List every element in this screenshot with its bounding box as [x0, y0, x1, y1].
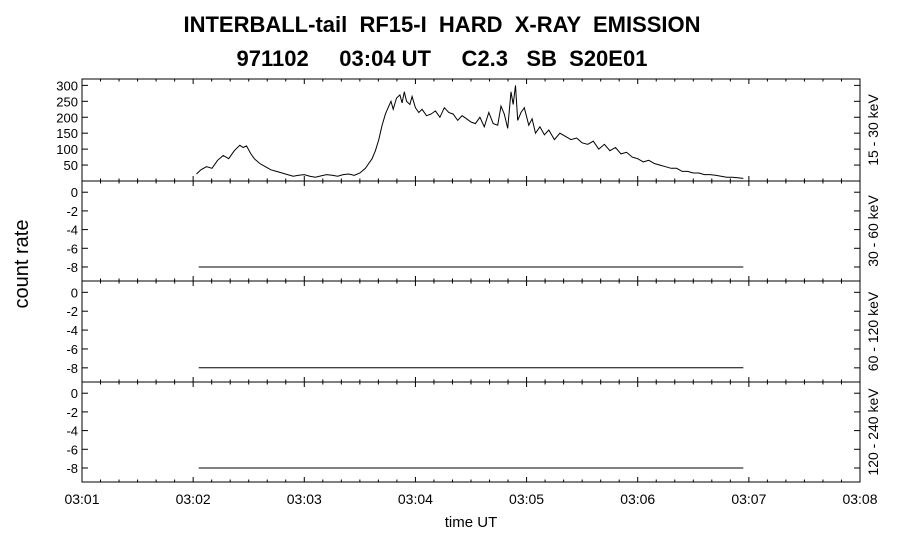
panel-energy-label: 60 - 120 keV: [865, 291, 881, 371]
y-tick-label: 300: [56, 78, 78, 93]
y-tick-label: -8: [66, 361, 78, 376]
y-tick-label: -4: [66, 323, 78, 338]
panel-frame: [81, 78, 861, 182]
panel-frame: [81, 381, 861, 483]
y-tick-label: 150: [56, 126, 78, 141]
panel-energy-label: 15 - 30 keV: [865, 94, 881, 166]
y-tick-label: 100: [56, 142, 78, 157]
x-axis-label: time UT: [445, 514, 498, 531]
y-tick-label: -4: [66, 223, 78, 238]
y-tick-label: -8: [66, 461, 78, 476]
y-tick-label: 0: [71, 185, 78, 200]
x-tick-label: 03:08: [842, 491, 877, 507]
chart-title: INTERBALL-tail RF15-I HARD X-RAY EMISSIO…: [183, 12, 701, 37]
y-tick-label: -6: [66, 442, 78, 457]
x-tick-label: 03:03: [287, 491, 322, 507]
y-tick-label: 200: [56, 110, 78, 125]
y-tick-label: -8: [66, 260, 78, 275]
panel-frame: [81, 280, 861, 383]
x-tick-label: 03:07: [731, 491, 766, 507]
y-tick-label: -2: [66, 405, 78, 420]
panel-3: -8 -6 -4 -2 0 60 - 120 keV: [66, 280, 881, 383]
series-line: [196, 85, 744, 179]
y-tick-label: -6: [66, 241, 78, 256]
y-tick-label: -2: [66, 204, 78, 219]
panel-2: -8 -6 -4 -2 0 30 - 60 keV: [66, 180, 881, 282]
x-tick-label: 03:02: [176, 491, 211, 507]
x-tick-label: 03:04: [398, 491, 433, 507]
x-tick-label: 03:06: [620, 491, 655, 507]
x-tick-label: 03:01: [64, 491, 99, 507]
panel-energy-label: 120 - 240 keV: [865, 388, 881, 476]
y-tick-label: 0: [71, 386, 78, 401]
y-tick-label: 0: [71, 285, 78, 300]
panel-energy-label: 30 - 60 keV: [865, 195, 881, 267]
y-axis-label: count rate: [11, 220, 33, 309]
chart-subtitle: 971102 03:04 UT C2.3 SB S20E01: [236, 46, 648, 71]
panel-frame: [81, 180, 861, 282]
y-tick-label: 250: [56, 94, 78, 109]
y-tick-label: -6: [66, 342, 78, 357]
panel-4: -8 -6 -4 -2 0 120 - 240 keV: [66, 381, 881, 483]
y-tick-label: -4: [66, 424, 78, 439]
y-tick-label: 50: [64, 158, 78, 173]
y-tick-label: -2: [66, 304, 78, 319]
x-tick-label: 03:05: [509, 491, 544, 507]
